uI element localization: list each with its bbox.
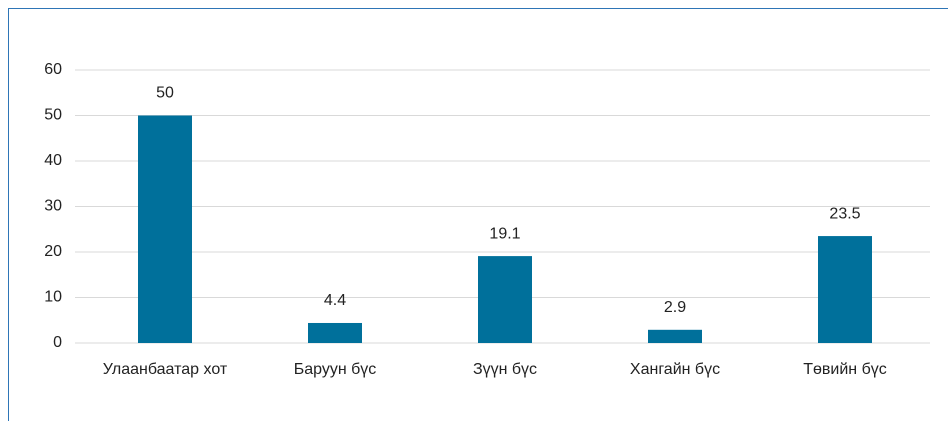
data-label: 23.5 [829,205,860,222]
y-tick-label: 60 [44,61,62,78]
data-label: 4.4 [324,292,346,309]
x-tick-label: Хангайн бүс [630,361,720,378]
x-tick-label: Төвийн бүс [803,361,887,378]
y-tick-label: 10 [44,289,62,306]
y-tick-label: 40 [44,152,62,169]
y-tick-label: 20 [44,243,62,260]
bar [308,322,362,343]
frame [8,8,948,421]
data-label: 2.9 [664,299,686,316]
bar [478,256,532,343]
y-tick-label: 30 [44,198,62,215]
bar [648,329,702,343]
data-label: 50 [156,85,174,102]
x-tick-label: Баруун бүс [294,361,377,378]
bar [138,115,192,343]
bar [818,236,872,343]
y-tick-label: 0 [53,334,62,351]
x-tick-label: Улаанбаатар хот [103,361,228,378]
y-tick-label: 50 [44,107,62,124]
x-tick-label: Зүүн бүс [473,361,537,378]
data-label: 19.1 [489,225,520,242]
